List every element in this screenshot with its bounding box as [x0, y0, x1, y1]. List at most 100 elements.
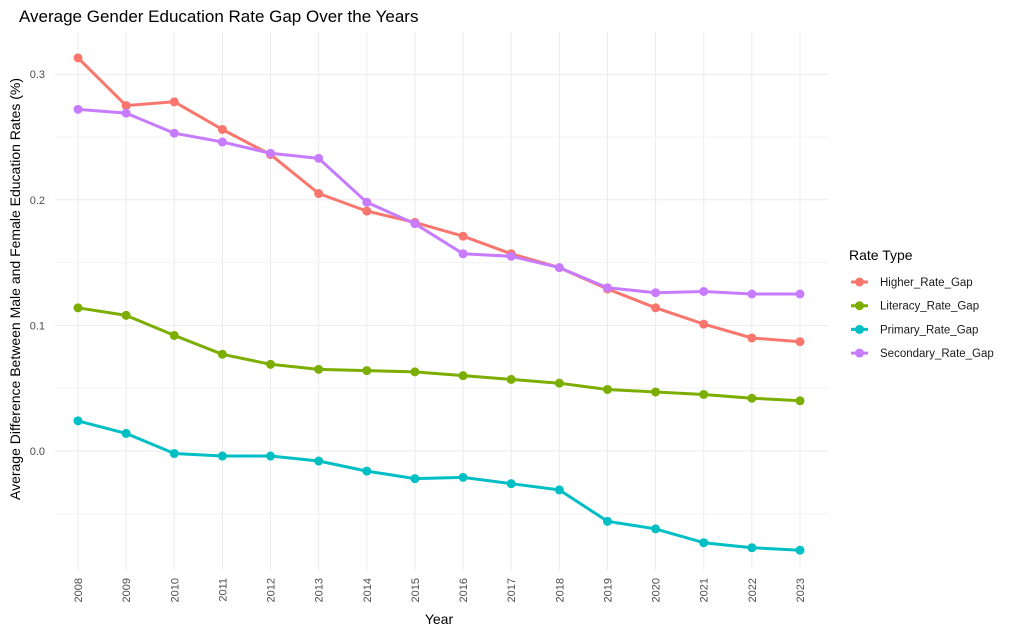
legend: Rate Type Higher_Rate_Gap Literacy_Rate_G… [849, 247, 994, 360]
data-point [362, 197, 372, 207]
chart-title: Average Gender Education Rate Gap Over t… [19, 7, 418, 26]
x-tick-label: 2009 [121, 578, 133, 602]
legend-key-point [855, 324, 864, 334]
series-Primary_Rate_Gap [73, 416, 805, 555]
data-point [121, 428, 131, 438]
data-point [266, 451, 276, 461]
data-point [747, 289, 757, 299]
data-point [747, 333, 757, 343]
legend-key-point [855, 277, 864, 287]
grid-lines [55, 32, 828, 570]
data-point [217, 124, 227, 134]
data-point [169, 449, 179, 459]
legend-item: Secondary_Rate_Gap [851, 348, 994, 360]
data-point [314, 153, 324, 163]
data-point [651, 303, 661, 313]
legend-item: Higher_Rate_Gap [851, 277, 973, 289]
x-tick-label: 2013 [314, 578, 326, 602]
data-point [410, 367, 420, 377]
data-point [73, 303, 83, 313]
x-tick-label: 2011 [217, 578, 229, 602]
x-tick-label: 2021 [699, 578, 711, 602]
legend-label: Primary_Rate_Gap [880, 324, 978, 336]
data-point [651, 387, 661, 397]
data-point [795, 545, 805, 555]
data-point [554, 378, 564, 388]
data-point [314, 456, 324, 466]
data-point [458, 371, 468, 381]
data-point [217, 137, 227, 147]
data-point [266, 148, 276, 158]
data-point [795, 396, 805, 406]
data-point [314, 364, 324, 374]
y-tick-label: 0.3 [30, 69, 45, 81]
data-point [554, 485, 564, 495]
x-tick-label: 2017 [506, 578, 518, 602]
data-point [651, 524, 661, 534]
series-Literacy_Rate_Gap [73, 303, 805, 406]
legend-item: Literacy_Rate_Gap [851, 301, 979, 313]
x-tick-label: 2016 [458, 578, 470, 602]
data-point [121, 108, 131, 118]
data-point [217, 349, 227, 359]
data-point [458, 249, 468, 259]
x-tick-label: 2014 [362, 578, 374, 602]
x-tick-label: 2012 [266, 578, 278, 602]
data-point [747, 393, 757, 403]
data-point [410, 474, 420, 484]
data-point [121, 101, 131, 111]
data-point [73, 53, 83, 63]
data-point [699, 286, 709, 296]
axis-labels: 0.0 0.1 0.2 0.3 2008 2009 2010 2011 2012 2013 2014… [30, 69, 807, 602]
data-point [795, 337, 805, 347]
data-point [506, 479, 516, 489]
data-point [699, 389, 709, 399]
data-point [602, 384, 612, 394]
x-tick-label: 2015 [410, 578, 422, 602]
data-point [651, 288, 661, 298]
data-point [169, 128, 179, 138]
series-line [76, 306, 802, 403]
x-tick-label: 2023 [795, 578, 807, 602]
data-point [314, 189, 324, 199]
data-point [602, 283, 612, 293]
data-point [458, 472, 468, 482]
x-axis-title: Year [425, 611, 454, 627]
x-tick-label: 2020 [651, 578, 663, 602]
x-tick-label: 2010 [169, 578, 181, 602]
series-Secondary_Rate_Gap [73, 104, 805, 299]
legend-title: Rate Type [849, 247, 913, 263]
data-point [73, 104, 83, 114]
data-point [121, 310, 131, 320]
series-line [76, 107, 802, 296]
data-point [410, 219, 420, 229]
legend-label: Literacy_Rate_Gap [880, 301, 979, 313]
legend-key-point [855, 348, 864, 358]
legend-key-point [855, 301, 864, 311]
y-tick-label: 0.0 [30, 446, 45, 458]
data-point [699, 319, 709, 329]
x-tick-label: 2018 [554, 578, 566, 602]
legend-label: Higher_Rate_Gap [880, 277, 973, 289]
data-point [554, 263, 564, 273]
x-tick-label: 2019 [602, 578, 614, 602]
legend-item: Primary_Rate_Gap [851, 324, 978, 336]
data-point [73, 416, 83, 426]
data-point [458, 231, 468, 241]
data-point [362, 366, 372, 376]
data-point [602, 516, 612, 526]
data-point [169, 330, 179, 340]
x-tick-label: 2008 [73, 578, 85, 602]
series-line [76, 419, 802, 552]
data-point [217, 451, 227, 461]
y-axis-title: Average Difference Between Male and Fema… [7, 78, 23, 500]
data-point [795, 289, 805, 299]
series-line [76, 56, 802, 344]
x-tick-label: 2022 [747, 578, 759, 602]
data-point [506, 251, 516, 261]
legend-label: Secondary_Rate_Gap [880, 348, 994, 360]
data-point [362, 466, 372, 476]
y-tick-label: 0.2 [30, 195, 45, 207]
